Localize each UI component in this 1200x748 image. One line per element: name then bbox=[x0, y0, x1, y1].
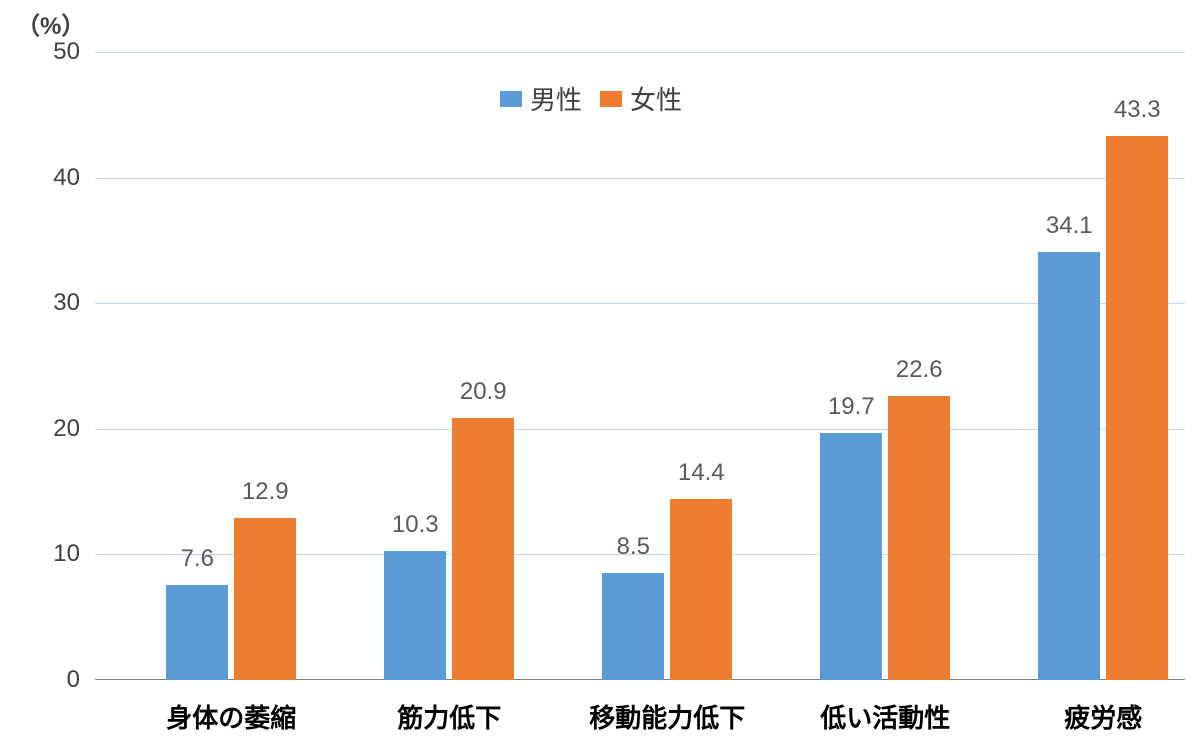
plot-area: 010203040507.612.9身体の萎縮10.320.9筋力低下8.514… bbox=[95, 52, 1185, 680]
category-label: 移動能力低下 bbox=[557, 698, 777, 735]
bar-value-label: 12.9 bbox=[242, 478, 289, 506]
category-label: 疲労感 bbox=[993, 698, 1200, 735]
gridline bbox=[95, 303, 1185, 304]
y-tick-label: 30 bbox=[25, 289, 80, 317]
bar-value-label: 7.6 bbox=[181, 545, 214, 573]
y-axis-unit-label: （%） bbox=[16, 6, 85, 41]
legend-item: 男性 bbox=[500, 80, 582, 117]
gridline bbox=[95, 429, 1185, 430]
y-tick-label: 50 bbox=[25, 38, 80, 66]
chart-legend: 男性 女性 bbox=[500, 80, 682, 117]
legend-label: 女性 bbox=[630, 80, 682, 117]
bar-男性 bbox=[166, 585, 228, 680]
bar-value-label: 20.9 bbox=[460, 378, 507, 406]
legend-label: 男性 bbox=[530, 80, 582, 117]
chart-container: （%） 0 10 20 30 40 50 7.6 12.9 身体の萎縮 10.3 20.9 筋力低下 8… bbox=[0, 0, 1200, 748]
legend-item: 女性 bbox=[600, 80, 682, 117]
bar-女性 bbox=[888, 396, 950, 680]
bar-男性 bbox=[1038, 252, 1100, 680]
y-tick-label: 0 bbox=[25, 666, 80, 694]
category-label: 身体の萎縮 bbox=[121, 698, 341, 735]
bar-value-label: 43.3 bbox=[1114, 96, 1161, 124]
legend-swatch-icon bbox=[600, 91, 622, 107]
y-tick-label: 10 bbox=[25, 540, 80, 568]
bar-女性 bbox=[452, 418, 514, 681]
bar-男性 bbox=[602, 573, 664, 680]
bar-男性 bbox=[820, 433, 882, 680]
bar-value-label: 22.6 bbox=[896, 356, 943, 384]
bar-value-label: 8.5 bbox=[617, 533, 650, 561]
gridline bbox=[95, 178, 1185, 179]
gridline bbox=[95, 52, 1185, 53]
y-tick-label: 20 bbox=[25, 415, 80, 443]
bar-value-label: 34.1 bbox=[1046, 212, 1093, 240]
bar-女性 bbox=[1106, 136, 1168, 680]
category-label: 低い活動性 bbox=[775, 698, 995, 735]
bar-男性 bbox=[384, 551, 446, 680]
legend-swatch-icon bbox=[500, 91, 522, 107]
category-label: 筋力低下 bbox=[339, 698, 559, 735]
bar-value-label: 10.3 bbox=[392, 511, 439, 539]
y-tick-label: 40 bbox=[25, 164, 80, 192]
bar-女性 bbox=[234, 518, 296, 680]
bar-女性 bbox=[670, 499, 732, 680]
bar-value-label: 19.7 bbox=[828, 393, 875, 421]
bar-value-label: 14.4 bbox=[678, 459, 725, 487]
